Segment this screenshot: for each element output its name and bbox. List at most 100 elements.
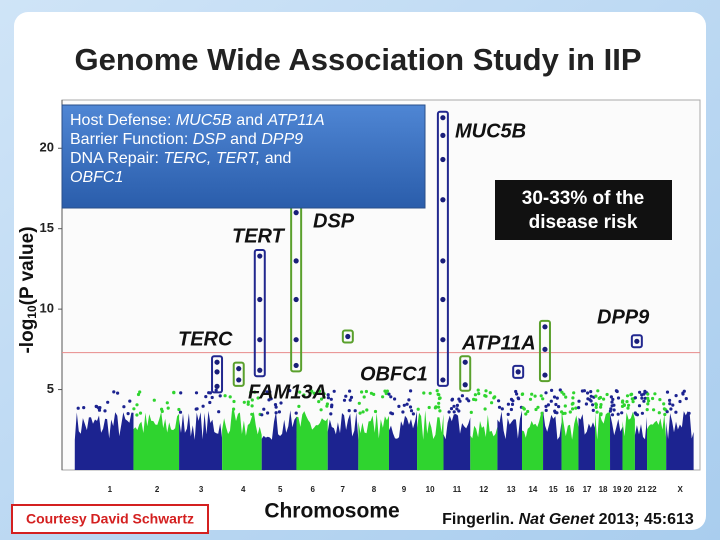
snp-dot: [317, 389, 322, 393]
snp-dot: [416, 407, 420, 411]
snp-dot: [401, 410, 405, 414]
snp-point: [345, 333, 351, 340]
snp-point: [293, 258, 299, 264]
snp-dot: [329, 397, 333, 401]
snp-dot: [329, 412, 333, 416]
snp-dot: [437, 405, 441, 409]
snp-dot: [217, 410, 221, 414]
y-label-sub: 10: [25, 305, 39, 319]
snp-dot: [437, 401, 441, 405]
snp-dot: [539, 394, 543, 398]
snp-density: [543, 410, 562, 470]
snp-dot: [302, 393, 306, 397]
y-tick-label: 15: [40, 220, 54, 235]
snp-dot: [250, 404, 254, 408]
snp-point: [440, 337, 446, 343]
snp-dot: [97, 406, 101, 410]
snp-point: [293, 210, 299, 216]
snp-dot: [662, 402, 666, 406]
snp-dot: [682, 389, 686, 393]
snp-dot: [506, 412, 510, 416]
x-tick-label: 4: [241, 485, 246, 494]
snp-dot: [349, 395, 354, 399]
snp-dot: [322, 392, 326, 396]
x-tick-label: 21: [637, 485, 646, 494]
snp-dot: [549, 399, 553, 403]
snp-dot: [497, 399, 501, 403]
snp-dot: [405, 402, 409, 406]
snp-dot: [614, 389, 619, 393]
snp-dot: [544, 391, 548, 395]
snp-point: [440, 156, 446, 163]
snp-dot: [319, 408, 323, 412]
snp-dot: [178, 410, 183, 414]
snp-density: [222, 410, 262, 470]
snp-dot: [342, 398, 347, 402]
snp-dot: [571, 396, 575, 400]
locus-label: TERC: [178, 328, 233, 350]
snp-dot: [277, 410, 281, 414]
snp-dot: [297, 404, 301, 408]
snp-dot: [126, 412, 130, 416]
snp-dot: [631, 400, 635, 404]
snp-dot: [669, 407, 673, 411]
snp-dot: [591, 403, 595, 407]
snp-dot: [572, 391, 576, 395]
snp-density: [595, 411, 611, 470]
locus-label: DSP: [313, 210, 355, 232]
snp-dot: [647, 399, 651, 403]
snp-dot: [76, 406, 80, 410]
y-tick-label: 20: [40, 140, 54, 155]
snp-dot: [553, 410, 557, 414]
snp-dot: [294, 411, 298, 415]
callout-segment: DSP: [193, 131, 226, 148]
courtesy-box: [11, 504, 209, 534]
snp-point: [542, 346, 548, 352]
x-tick-label: 20: [623, 485, 632, 494]
snp-dot: [533, 394, 537, 398]
snp-dot: [428, 391, 432, 395]
snp-dot: [493, 395, 497, 399]
snp-point: [440, 258, 446, 264]
y-tick-label: 5: [47, 381, 54, 396]
snp-dot: [298, 390, 302, 394]
x-tick-label: 14: [528, 485, 537, 494]
snp-dot: [665, 390, 670, 394]
callout-line: DNA Repair: TERC, TERT, and: [70, 150, 291, 167]
snp-dot: [94, 404, 98, 408]
risk-box: [495, 180, 672, 240]
snp-dot: [500, 407, 504, 411]
snp-dot: [242, 400, 246, 404]
snp-dot: [599, 405, 603, 409]
snp-dot: [128, 399, 132, 403]
callout-segment: Barrier Function:: [70, 131, 193, 148]
snp-density: [296, 411, 328, 470]
snp-point: [257, 367, 263, 373]
snp-density: [74, 412, 134, 470]
snp-dot: [560, 390, 564, 394]
snp-density: [179, 410, 223, 470]
snp-dot: [138, 390, 142, 394]
snp-dot: [357, 401, 361, 405]
snp-dot: [609, 395, 614, 399]
snp-dot: [526, 409, 530, 414]
snp-dot: [172, 390, 176, 394]
snp-dot: [674, 394, 678, 398]
callout-segment: ATP11A: [266, 112, 324, 129]
callout-segment: and: [226, 131, 262, 148]
snp-dot: [646, 402, 650, 406]
snp-dot: [365, 408, 369, 412]
snp-dot: [422, 391, 426, 395]
snp-dot: [194, 391, 199, 395]
snp-dot: [577, 406, 581, 410]
x-tick-label: 16: [565, 485, 574, 494]
snp-dot: [317, 400, 321, 404]
snp-dot: [497, 405, 502, 409]
snp-dot: [663, 412, 667, 417]
snp-dot: [577, 399, 581, 403]
snp-point: [293, 296, 299, 303]
snp-dot: [330, 405, 334, 409]
snp-dot: [651, 396, 655, 401]
snp-dot: [642, 399, 646, 403]
x-tick-label: 19: [613, 485, 622, 494]
